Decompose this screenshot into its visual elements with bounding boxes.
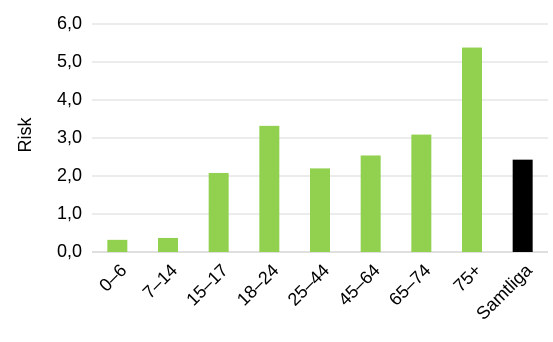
- x-tick-label: 15–17: [182, 260, 232, 310]
- x-tick-label: 25–44: [284, 260, 334, 310]
- bars: [107, 47, 533, 253]
- y-tick-label: 4,0: [57, 89, 82, 109]
- y-tick-label: 5,0: [57, 51, 82, 71]
- bar-6: [411, 134, 432, 252]
- y-axis-title: Risk: [15, 117, 35, 153]
- x-tick-label: 18–24: [233, 260, 283, 310]
- bar-3: [259, 125, 280, 252]
- x-tick-labels: 0–6 7–14 15–17 18–24 25–44 45–64 65–74 75+Samtl…: [95, 259, 536, 323]
- y-tick-label: 1,0: [57, 203, 82, 223]
- x-tick-label: 0–6: [95, 260, 130, 295]
- y-tick-label: 3,0: [57, 127, 82, 147]
- bar-0: [107, 239, 128, 252]
- bar-4: [310, 168, 330, 252]
- y-tick-label: 2,0: [57, 165, 82, 185]
- x-tick-label: 75+: [449, 260, 485, 296]
- y-tick-label: 6,0: [57, 13, 82, 33]
- y-tick-label: 0,0: [57, 241, 82, 261]
- bar-1: [158, 237, 178, 252]
- bar-5: [360, 155, 381, 252]
- x-tick-label: 65–74: [385, 260, 435, 310]
- bar-7: [462, 47, 482, 253]
- x-tick-label: 45–64: [334, 260, 384, 310]
- y-tick-labels: 0,0 1,0 2,0 3,0 4,0 5,0 6,0: [57, 13, 82, 261]
- x-tick-label: 7–14: [139, 260, 181, 302]
- bar-2: [208, 172, 229, 252]
- x-tick-label: Samtliga: [472, 259, 536, 323]
- bar-8: [512, 159, 533, 252]
